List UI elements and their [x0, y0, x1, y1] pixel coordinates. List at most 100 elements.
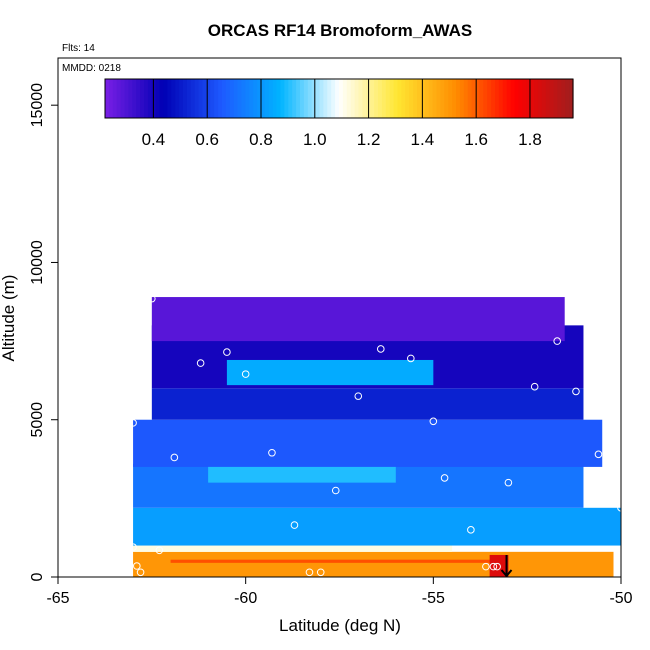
colorbar-frame	[104, 78, 574, 119]
colorbar-segment	[417, 79, 422, 118]
colorbar-segment	[300, 79, 305, 118]
sample-point	[489, 562, 498, 571]
colorbar-segment	[491, 79, 496, 118]
colorbar-segment	[537, 79, 543, 118]
colorbar-segment	[335, 79, 340, 118]
heat-cell	[170, 559, 490, 563]
colorbar-segment	[225, 79, 231, 118]
colorbar-segment	[378, 79, 383, 118]
colorbar-segment	[186, 79, 192, 118]
colorbar-segment	[284, 79, 289, 118]
sample-point	[493, 562, 501, 571]
colorbar-segment	[175, 79, 180, 118]
colorbar-segment	[350, 79, 356, 118]
colorbar-segment	[155, 79, 161, 118]
colorbar-segment	[358, 79, 363, 118]
colorbar-segment	[214, 79, 219, 118]
colorbar-segment	[147, 79, 153, 118]
colorbar-segment	[495, 79, 500, 118]
colorbar-segment	[190, 79, 196, 118]
sample-point	[155, 546, 164, 555]
colorbar-segment	[105, 79, 110, 118]
colorbar-segment	[167, 79, 172, 118]
colorbar-segment	[432, 79, 438, 118]
colorbar-segment	[136, 79, 141, 118]
sample-point	[129, 419, 137, 427]
colorbar-segment	[471, 79, 477, 118]
heat-cell	[133, 542, 453, 552]
y-tick-label: 10000	[29, 240, 46, 285]
colorbar-segment	[456, 79, 461, 118]
colorbar-segment	[483, 79, 488, 118]
x-tick-label: -50	[609, 590, 632, 607]
sample-point	[268, 448, 276, 457]
x-axis-label: Latitude (deg N)	[279, 616, 401, 635]
colorbar-segment	[502, 79, 508, 118]
colorbar-segment	[569, 79, 574, 118]
sample-point	[440, 474, 449, 482]
colorbar-segment	[253, 79, 258, 118]
heatmap-field	[133, 297, 622, 577]
sample-point	[223, 348, 231, 356]
sample-point	[376, 345, 385, 353]
colorbar-segment	[124, 79, 129, 118]
sample-point	[331, 486, 340, 495]
sample-point	[316, 568, 325, 577]
colorbar-segment	[534, 79, 539, 118]
colorbar-segment	[140, 79, 145, 118]
colorbar-segment	[229, 79, 235, 118]
colorbar-segment	[159, 79, 165, 118]
y-tick-label: 15000	[29, 83, 46, 128]
colorbar-segment	[331, 79, 336, 118]
chart-title: ORCAS RF14 Bromoform_AWAS	[208, 21, 472, 40]
colorbar-segment	[128, 79, 133, 118]
colorbar-segment	[206, 79, 211, 118]
colorbar-segment	[459, 79, 465, 118]
colorbar-segment	[210, 79, 215, 118]
plot-frame	[57, 57, 622, 578]
sample-point	[129, 543, 137, 551]
colorbar-segment	[565, 79, 570, 118]
colorbar-segment	[397, 79, 402, 118]
y-tick-label: 5000	[29, 402, 46, 438]
colorbar-tick-label: 1.4	[411, 130, 435, 149]
heat-cell	[208, 466, 396, 483]
colorbar-segment	[362, 79, 367, 118]
colorbar-segment	[463, 79, 469, 118]
colorbar-segment	[249, 79, 254, 118]
colorbar-segment	[498, 79, 504, 118]
colorbar-segment	[315, 79, 321, 118]
colorbar-segment	[346, 79, 352, 118]
colorbar-segment	[553, 79, 558, 118]
colorbar-segment	[420, 79, 426, 118]
sample-point	[290, 521, 299, 529]
flights-label: Flts: 14	[62, 43, 95, 54]
sample-point	[136, 568, 145, 577]
sample-point	[170, 453, 179, 462]
colorbar-tick-label: 1.2	[357, 130, 381, 149]
colorbar-segment	[381, 79, 387, 118]
colorbar-tick-label: 0.8	[249, 130, 273, 149]
y-axis-label: Altitude (m)	[0, 275, 18, 362]
sample-point	[553, 337, 561, 345]
sample-point	[196, 359, 205, 367]
sample-point	[572, 387, 580, 396]
colorbar-segment	[112, 79, 118, 118]
colorbar-segment	[222, 79, 227, 118]
colorbar-segment	[292, 79, 297, 118]
heat-cell	[133, 419, 603, 467]
colorbar-segment	[218, 79, 223, 118]
colorbar-segment	[194, 79, 200, 118]
colorbar-segment	[393, 79, 399, 118]
date-label: MMDD: 0218	[62, 63, 121, 74]
heat-cell	[226, 359, 434, 386]
sample-point	[482, 562, 490, 571]
colorbar-segment	[132, 79, 137, 118]
colorbar-segment	[479, 79, 484, 118]
colorbar-segment	[276, 79, 282, 118]
colorbar-segment	[370, 79, 375, 118]
x-axis: -65 -60 -55 -50	[46, 577, 633, 607]
colorbar-segment	[323, 79, 328, 118]
colorbar-segment	[541, 79, 547, 118]
colorbar-segment	[120, 79, 126, 118]
